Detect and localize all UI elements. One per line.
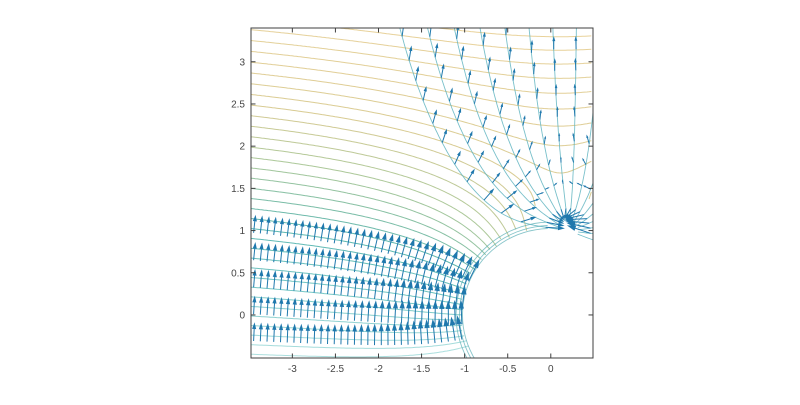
axes: -3 -2.5 -2 -1.5 -1 -0.5 0 0 0.5 1 1.5 2 2.5 3 xyxy=(231,27,594,375)
masked-disk xyxy=(464,230,593,358)
y-tick-label: 0 xyxy=(239,310,245,321)
x-tick-label: -2 xyxy=(374,364,383,375)
x-tick-label: -1 xyxy=(460,364,469,375)
quiver-layer xyxy=(252,28,591,346)
x-tick-label: 0 xyxy=(548,364,554,375)
y-tick-label: 1.5 xyxy=(231,184,245,195)
x-tick-label: -3 xyxy=(288,364,297,375)
y-tick-label: 1 xyxy=(239,226,245,237)
y-tick-label: 3 xyxy=(239,57,245,68)
x-tick-label: -2.5 xyxy=(327,364,345,375)
y-tick-label: 0.5 xyxy=(231,268,245,279)
y-tick-label: 2 xyxy=(239,142,245,153)
x-tick-label: -1.5 xyxy=(413,364,431,375)
x-tick-label: -0.5 xyxy=(499,364,517,375)
y-tick-label: 2.5 xyxy=(231,99,245,110)
